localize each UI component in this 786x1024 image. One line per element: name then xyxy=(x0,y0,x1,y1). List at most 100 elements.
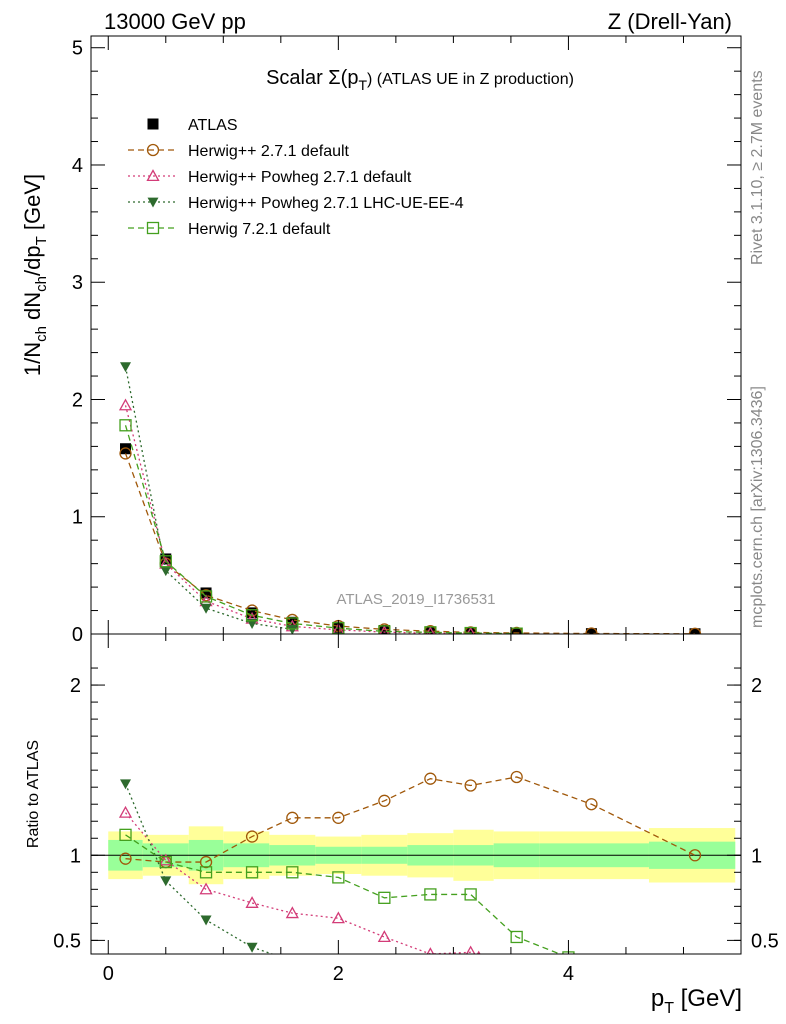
ratio-powheg-line xyxy=(125,812,475,954)
ratio-herwigpp-point-2 xyxy=(199,855,213,869)
main-herwig7-point-4 xyxy=(286,617,299,630)
ratio-herwig7-point-0 xyxy=(119,828,132,842)
main-atlas-point-4 xyxy=(286,616,298,628)
main-herwig7-point-3 xyxy=(245,609,259,622)
ratio-ytick-label-right-0: 0.5 xyxy=(751,930,779,952)
main-y-axis-label: 1/Nch dNch/dpT [GeV] xyxy=(20,174,50,376)
main-powheg_ue-point-2 xyxy=(200,603,212,614)
ratio-herwigpp-point-11 xyxy=(688,849,702,862)
ratio-ytick-label-0: 0.5 xyxy=(53,930,81,952)
main-atlas-point-8 xyxy=(465,627,477,634)
ratio-powheg-point-3 xyxy=(245,896,259,908)
legend: ATLAS Herwig++ 2.7.1 default Herwig++ Powh… xyxy=(128,117,464,238)
legend-label-powheg_ue: Herwig++ Powheg 2.7.1 LHC-UE-EE-4 xyxy=(188,195,464,212)
legend-label-powheg: Herwig++ Powheg 2.7.1 default xyxy=(188,169,412,186)
header-right: Z (Drell-Yan) xyxy=(608,9,732,34)
main-powheg-point-0 xyxy=(118,398,133,411)
ratio-frame xyxy=(90,633,742,955)
legend-marker-powheg_ue xyxy=(147,197,159,208)
main-herwigpp-line xyxy=(124,453,695,634)
main-powheg_ue-line xyxy=(124,366,293,630)
ratio-herwig7-line xyxy=(125,834,562,954)
ratio-herwig7-point-1 xyxy=(159,855,172,869)
ratio-herwigpp-point-9 xyxy=(510,770,523,784)
ratio-powheg_ue-point-2 xyxy=(200,915,212,926)
main-herwig7-point-1 xyxy=(159,555,172,568)
ratio-powheg-point-7 xyxy=(426,947,435,954)
legend-marker-powheg xyxy=(146,169,160,182)
main-ytick-label-3: 3 xyxy=(72,272,83,294)
main-atlas-point-10 xyxy=(585,628,597,634)
legend-marker-herwig7 xyxy=(146,221,160,235)
ratio-ytick-label-right-2: 2 xyxy=(751,675,762,697)
main-ytick-label-4: 4 xyxy=(72,155,83,177)
ratio-powheg_ue-point-4 xyxy=(287,956,298,966)
legend-label-atlas: ATLAS xyxy=(188,117,238,134)
main-powheg-point-5 xyxy=(332,623,345,634)
ratio-powheg-point-0 xyxy=(118,805,133,818)
ratio-panel: 0.5 0.5 1 1 2 2 0 2 4 Ratio to ATLAS pT [GeV] xyxy=(25,633,779,1017)
ratio-herwig7-point-9 xyxy=(510,930,523,944)
legend-label-herwigpp: Herwig++ 2.7.1 default xyxy=(188,143,350,160)
ratio-powheg_ue-point-1 xyxy=(160,876,172,887)
main-ytick-label-1: 1 xyxy=(72,507,83,529)
legend-label-herwig7: Herwig 7.2.1 default xyxy=(188,221,331,238)
x-axis-label: pT [GeV] xyxy=(651,985,742,1017)
ratio-herwig7-point-5 xyxy=(332,871,345,884)
legend-marker-herwigpp xyxy=(146,143,160,157)
ratio-herwig7-point-8 xyxy=(464,888,477,901)
main-ytick-label-2: 2 xyxy=(72,389,83,411)
x-tick-label-2: 4 xyxy=(563,963,574,985)
main-atlas-point-2 xyxy=(200,587,212,599)
main-herwig7-point-6 xyxy=(378,625,391,634)
main-powheg_ue-point-1 xyxy=(160,566,172,577)
x-tick-label-0: 0 xyxy=(103,963,114,985)
ratio-herwigpp-point-4 xyxy=(286,811,299,824)
mcplots-label: mcplots.cern.ch [arXiv:1306.3436] xyxy=(749,386,766,628)
main-atlas-point-7 xyxy=(424,626,436,634)
ratio-herwig7-point-6 xyxy=(378,891,391,904)
main-atlas-point-0 xyxy=(120,443,132,455)
main-panel: 0 1 2 3 4 5 Scalar Σ(pT) (ATLAS UE in Z produ… xyxy=(20,35,742,646)
ratio-ytick-label-right-1: 1 xyxy=(751,845,762,867)
main-herwigpp-point-0 xyxy=(119,447,132,460)
main-herwig7-point-0 xyxy=(119,419,132,432)
ratio-herwigpp-point-3 xyxy=(245,830,259,843)
main-herwig7-point-7 xyxy=(424,626,437,634)
ratio-powheg-point-2 xyxy=(199,882,213,895)
main-powheg_ue-point-3 xyxy=(246,619,258,629)
main-powheg_ue-point-4 xyxy=(286,624,298,634)
x-tick-label-1: 2 xyxy=(333,963,344,985)
ratio-herwigpp-point-5 xyxy=(332,811,345,824)
ratio-herwigpp-point-0 xyxy=(119,852,132,865)
ratio-herwig7-point-3 xyxy=(245,866,259,879)
ratio-powheg-point-5 xyxy=(331,911,345,924)
ratio-powheg-point-8 xyxy=(465,945,476,954)
ratio-powheg-point-6 xyxy=(377,930,391,943)
main-powheg_ue-point-0 xyxy=(120,362,132,373)
ratio-ytick-label-2: 2 xyxy=(70,675,81,697)
analysis-watermark: ATLAS_2019_I1736531 xyxy=(336,591,495,608)
ratio-herwig7-point-4 xyxy=(286,866,299,879)
main-powheg-line xyxy=(124,405,471,634)
ratio-herwig7-point-7 xyxy=(424,888,437,901)
ratio-herwigpp-point-6 xyxy=(378,794,391,807)
main-atlas-point-11 xyxy=(689,628,701,634)
main-herwig7-point-2 xyxy=(199,590,213,603)
rivet-version-label: Rivet 3.1.10, ≥ 2.7M events xyxy=(749,70,766,265)
ratio-powheg-point-4 xyxy=(285,906,299,919)
ratio-herwigpp-line xyxy=(125,776,696,863)
header-left: 13000 GeV pp xyxy=(104,9,246,34)
main-herwig7-point-8 xyxy=(464,626,477,634)
ratio-ytick-label-1: 1 xyxy=(70,845,81,867)
ratio-powheg_ue-point-0 xyxy=(120,779,132,790)
ratio-powheg_ue-point-3 xyxy=(246,942,258,953)
ratio-herwigpp-point-7 xyxy=(424,772,437,785)
ratio-herwig7-point-2 xyxy=(199,866,213,879)
main-herwig7-line xyxy=(124,425,517,634)
ratio-herwigpp-point-10 xyxy=(585,798,598,811)
ratio-herwigpp-point-8 xyxy=(464,779,477,792)
main-title: Scalar Σ(pT) (ATLAS UE in Z production) xyxy=(266,67,574,93)
main-ytick-label-0: 0 xyxy=(72,624,83,646)
